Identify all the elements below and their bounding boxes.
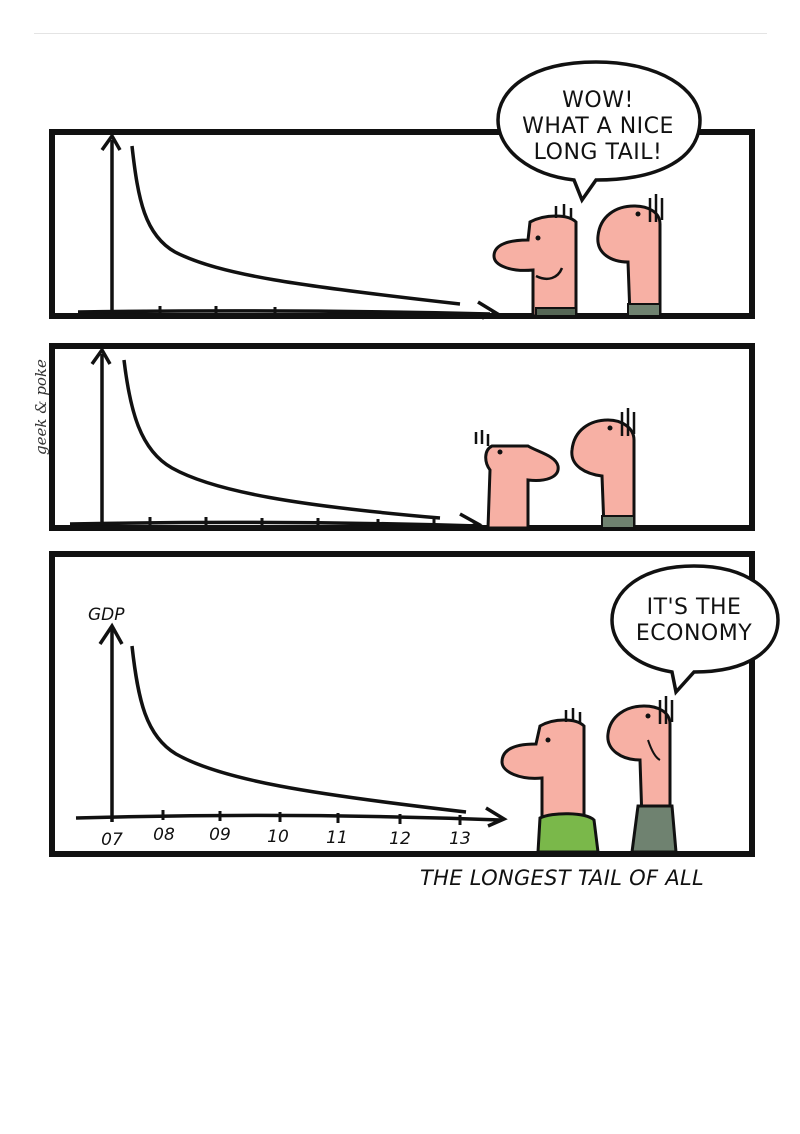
panel-3-bubble-line-1: IT'S THE [647, 595, 742, 620]
tick-label: 13 [449, 829, 471, 849]
panel-3-ticks [161, 810, 462, 825]
panel-3-character-right [606, 696, 678, 854]
panel-2-frame [49, 343, 755, 531]
panel-1-bubble-line-1: WOW! [562, 88, 634, 113]
panel-3: GDP 07 08 09 10 11 12 13 IT'S THE ECONOM… [49, 551, 780, 857]
panel-3-x-arrow [485, 806, 508, 828]
panel-1-tail-curve [130, 145, 461, 306]
panel-2-character-left [474, 430, 560, 530]
panel-2-y-arrow [90, 346, 112, 366]
panel-1-x-axis [77, 309, 491, 316]
panel-1-bubble-line-2: WHAT A NICE [522, 114, 674, 139]
tick-label: 10 [267, 827, 289, 847]
panel-3-character-left [500, 708, 600, 854]
panel-1-x-arrow [477, 300, 501, 320]
comic-caption: THE LONGEST TAIL OF ALL [420, 866, 705, 890]
tick-label: 11 [326, 828, 348, 848]
panel-2-character-right [570, 408, 636, 530]
panel-2-x-arrow [459, 512, 483, 530]
panel-1-y-arrow [100, 132, 122, 152]
panel-2-tail-curve [122, 359, 441, 520]
panel-1-ticks [158, 306, 277, 317]
panel-2-ticks [148, 517, 436, 529]
panel-3-y-arrow [98, 622, 124, 645]
tick-label: 09 [209, 825, 231, 845]
panel-1-bubble-line-3: LONG TAIL! [534, 140, 663, 165]
artist-signature: geek & poke [32, 359, 50, 455]
panel-1-character-right [596, 194, 664, 318]
panel-1: WOW! WHAT A NICE LONG TAIL! [49, 60, 755, 320]
panel-1-character-left [492, 204, 578, 318]
tick-label: 07 [101, 830, 123, 850]
panel-3-bubble-line-2: ECONOMY [636, 621, 752, 646]
panel-2-x-axis [69, 520, 479, 528]
y-axis-label: GDP [88, 605, 125, 625]
top-rule [34, 33, 767, 34]
panel-2 [49, 343, 755, 531]
panel-1-speech-bubble: WOW! WHAT A NICE LONG TAIL! [496, 60, 702, 204]
x-tick-labels: 07 08 09 10 11 12 13 [101, 825, 471, 850]
panel-3-speech-bubble: IT'S THE ECONOMY [610, 564, 780, 696]
panel-3-x-axis [75, 813, 501, 822]
panel-3-tail-curve [130, 645, 467, 814]
tick-label: 08 [153, 825, 175, 845]
tick-label: 12 [389, 829, 411, 849]
